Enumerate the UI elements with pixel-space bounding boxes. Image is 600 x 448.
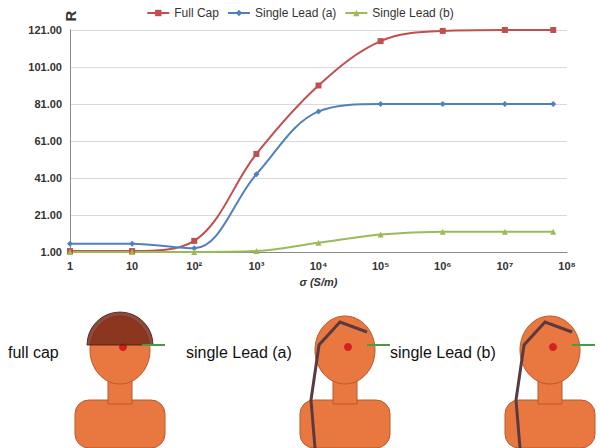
svg-text:Full Cap: Full Cap [174,6,219,20]
svg-text:Single Lead (b): Single Lead (b) [372,6,453,20]
svg-text:121.00: 121.00 [28,24,62,36]
svg-text:single Lead (b): single Lead (b) [390,344,496,361]
svg-text:81.00: 81.00 [34,98,62,110]
svg-text:single Lead (a): single Lead (a) [186,344,292,361]
svg-text:1.00: 1.00 [41,246,62,258]
svg-text:10³: 10³ [248,260,264,272]
svg-text:61.00: 61.00 [34,135,62,147]
svg-text:10²: 10² [186,260,202,272]
svg-text:10: 10 [126,260,138,272]
svg-text:Single Lead (a): Single Lead (a) [255,6,336,20]
svg-text:σ (S/m): σ (S/m) [300,276,338,288]
svg-text:full cap: full cap [8,344,59,361]
svg-text:10⁸: 10⁸ [558,260,575,272]
svg-text:101.00: 101.00 [28,61,62,73]
svg-text:41.00: 41.00 [34,172,62,184]
svg-text:R: R [62,11,79,22]
svg-text:10⁵: 10⁵ [372,260,389,272]
svg-text:10⁶: 10⁶ [434,260,451,272]
svg-text:10⁴: 10⁴ [310,260,328,272]
svg-text:1: 1 [67,260,73,272]
svg-text:10⁷: 10⁷ [496,260,513,272]
svg-text:21.00: 21.00 [34,209,62,221]
